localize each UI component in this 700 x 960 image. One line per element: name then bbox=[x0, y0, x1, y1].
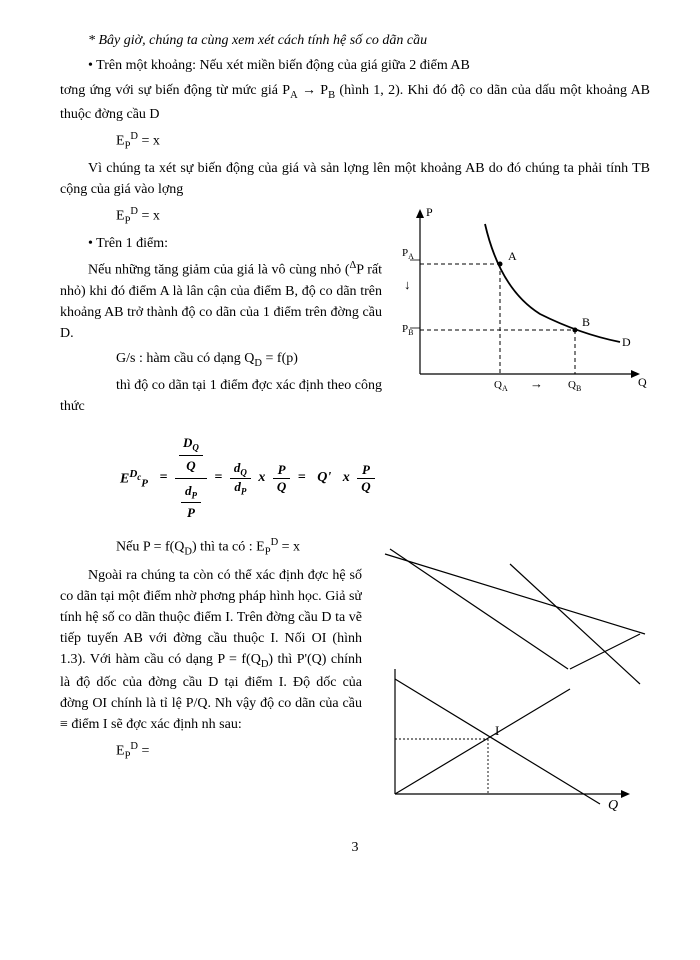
ep-e: E bbox=[116, 133, 125, 148]
f-n1: D bbox=[183, 435, 192, 450]
para-7: thì độ co dãn tại 1 điểm đợc xác định th… bbox=[60, 375, 382, 417]
para-6: G/s : hàm cầu có dạng QD = f(p) bbox=[60, 348, 382, 372]
f-dqs: Q bbox=[240, 468, 247, 478]
left-block-2: Nếu P = f(QD) thì ta có : EPD = x Ngoài … bbox=[60, 535, 362, 768]
p5a: Nếu những tăng giảm của giá là vô cùng n… bbox=[88, 263, 349, 278]
down-arrow: ↓ bbox=[404, 277, 411, 292]
p8mid: ) thì ta có : E bbox=[192, 540, 265, 555]
epf-e: E bbox=[116, 744, 125, 759]
page-content: * Bây giờ, chúng ta cùng xem xét cách tí… bbox=[0, 0, 700, 920]
para-3: Vì chúng ta xét sự biến động của giá và … bbox=[60, 158, 650, 200]
p6a: G/s : hàm cầu có dạng Q bbox=[116, 351, 254, 366]
f-d2: P bbox=[181, 503, 201, 523]
axis-q-label: Q bbox=[638, 375, 647, 389]
f-n2s: P bbox=[191, 490, 197, 500]
para-9: Ngoài ra chúng ta còn có thể xác định đợ… bbox=[60, 565, 362, 736]
f-q: Q bbox=[273, 479, 290, 495]
ep-d: D bbox=[130, 131, 138, 142]
epf-eq: = bbox=[138, 744, 149, 759]
main-formula: EDcP = DQQ dPP = dQ dP x P Q = Q' x P Q bbox=[116, 431, 650, 525]
chart-2-wrap: I Q bbox=[370, 539, 650, 819]
p8ep-p: P bbox=[265, 547, 271, 558]
p8rest: = x bbox=[278, 540, 300, 555]
chart-1-wrap: P Q D A B PA ↓ PB QA → QB bbox=[390, 204, 650, 404]
tangent-chart: I Q bbox=[370, 539, 650, 819]
p9-equiv: ≡ bbox=[60, 717, 68, 732]
p8a: Nếu P = f(Q bbox=[116, 540, 184, 555]
p6b: = f(p) bbox=[262, 351, 298, 366]
eq-epd-1: EPD = x bbox=[60, 129, 650, 154]
point-a: A bbox=[508, 249, 517, 263]
f-e: E bbox=[120, 471, 129, 486]
point-b: B bbox=[582, 315, 590, 329]
p9c: điểm I sẽ đợc xác định nh sau: bbox=[68, 717, 242, 732]
para-2: tơng ứng với sự biến động từ mức giá PA … bbox=[60, 80, 650, 125]
p6sub: D bbox=[254, 357, 262, 368]
f-q2: Q bbox=[357, 479, 374, 495]
p2-a: tơng ứng với sự biến động từ mức giá P bbox=[60, 83, 290, 98]
point-i: I bbox=[495, 723, 499, 738]
para-1: • Trên một khoảng: Nếu xét miền biến độn… bbox=[60, 55, 650, 76]
left-block-1: EPD = x • Trên 1 điểm: Nếu những tăng gi… bbox=[60, 204, 382, 421]
curve-d-label: D bbox=[622, 335, 631, 349]
f-sub: P bbox=[141, 477, 148, 489]
qb-label: QB bbox=[568, 379, 581, 393]
right-arrow: → bbox=[530, 376, 543, 391]
para-5: Nếu những tăng giảm của giá là vô cùng n… bbox=[60, 258, 382, 344]
f-qprime: Q' bbox=[317, 470, 331, 486]
p8sub: D bbox=[184, 547, 192, 558]
para-4: • Trên 1 điểm: bbox=[60, 233, 382, 254]
axis-p-label: P bbox=[426, 205, 433, 219]
eq-epd-2: EPD = x bbox=[60, 204, 382, 229]
eq-epd-final: EPD = bbox=[60, 739, 362, 764]
epf-p: P bbox=[125, 751, 131, 762]
f-n1s: Q bbox=[192, 443, 199, 453]
pb-label: PB bbox=[402, 323, 413, 337]
ep-x: = x bbox=[138, 133, 160, 148]
qa-label: QA bbox=[494, 379, 508, 393]
axis-q2: Q bbox=[608, 798, 618, 813]
p2-sub1: A bbox=[290, 90, 298, 101]
f-p: P bbox=[273, 462, 290, 479]
ep2-d: D bbox=[130, 206, 138, 217]
f-dps: P bbox=[241, 486, 247, 496]
p2-arrow: → P bbox=[298, 83, 328, 98]
pa-label: PA bbox=[402, 247, 414, 261]
f-d1: Q bbox=[179, 456, 203, 476]
para-8: Nếu P = f(QD) thì ta có : EPD = x bbox=[60, 535, 362, 560]
page-number: 3 bbox=[60, 837, 650, 858]
f-p2: P bbox=[357, 462, 374, 479]
title-line: * Bây giờ, chúng ta cùng xem xét cách tí… bbox=[60, 30, 650, 51]
demand-curve-chart: P Q D A B PA ↓ PB QA → QB bbox=[390, 204, 650, 404]
ep2-e: E bbox=[116, 208, 125, 223]
epf-d: D bbox=[130, 741, 138, 752]
ep2-x: = x bbox=[138, 208, 160, 223]
